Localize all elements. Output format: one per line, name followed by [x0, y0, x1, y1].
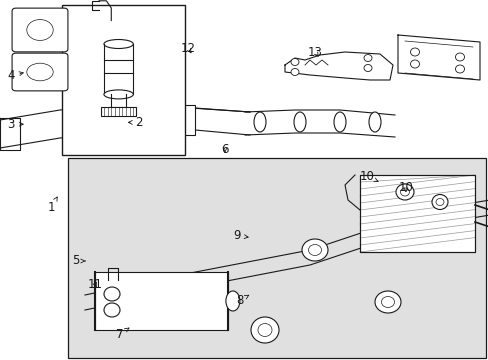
Bar: [62, 5, 184, 155]
Ellipse shape: [250, 317, 279, 343]
Text: 6: 6: [221, 143, 228, 156]
Ellipse shape: [290, 68, 298, 76]
Bar: [359, 175, 474, 252]
FancyBboxPatch shape: [12, 8, 68, 52]
Ellipse shape: [454, 53, 464, 61]
FancyBboxPatch shape: [12, 53, 68, 91]
Ellipse shape: [333, 112, 346, 132]
Text: 10: 10: [398, 181, 412, 194]
Text: 4: 4: [7, 69, 23, 82]
Ellipse shape: [409, 60, 419, 68]
Ellipse shape: [431, 194, 447, 210]
Text: 3: 3: [7, 118, 23, 131]
Ellipse shape: [368, 112, 380, 132]
Ellipse shape: [381, 297, 394, 307]
Bar: [95, 272, 227, 330]
Ellipse shape: [104, 287, 120, 301]
Ellipse shape: [363, 64, 371, 72]
Ellipse shape: [395, 184, 413, 200]
Ellipse shape: [27, 19, 53, 40]
Bar: [359, 175, 474, 252]
Ellipse shape: [308, 244, 321, 256]
Text: 7: 7: [116, 328, 129, 341]
Text: 2: 2: [128, 116, 143, 129]
Ellipse shape: [293, 112, 305, 132]
Ellipse shape: [104, 90, 133, 99]
Text: 11: 11: [88, 278, 102, 291]
Bar: [130, 105, 195, 135]
Bar: [102, 107, 136, 116]
Text: 12: 12: [181, 42, 195, 55]
Bar: [68, 158, 485, 358]
Ellipse shape: [225, 291, 240, 311]
Text: 5: 5: [72, 255, 85, 267]
Ellipse shape: [253, 112, 265, 132]
Ellipse shape: [435, 198, 443, 206]
Text: 10: 10: [359, 170, 377, 183]
Ellipse shape: [409, 48, 419, 56]
Ellipse shape: [258, 324, 271, 337]
Ellipse shape: [27, 63, 53, 81]
Text: 9: 9: [233, 229, 247, 242]
Text: 1: 1: [47, 197, 57, 213]
Text: 13: 13: [307, 46, 322, 59]
Ellipse shape: [454, 65, 464, 73]
Ellipse shape: [290, 58, 298, 66]
Ellipse shape: [104, 40, 133, 49]
Ellipse shape: [302, 239, 327, 261]
Ellipse shape: [363, 54, 371, 62]
Ellipse shape: [104, 303, 120, 317]
Ellipse shape: [400, 188, 408, 196]
Ellipse shape: [374, 291, 400, 313]
Text: 8: 8: [235, 294, 248, 307]
